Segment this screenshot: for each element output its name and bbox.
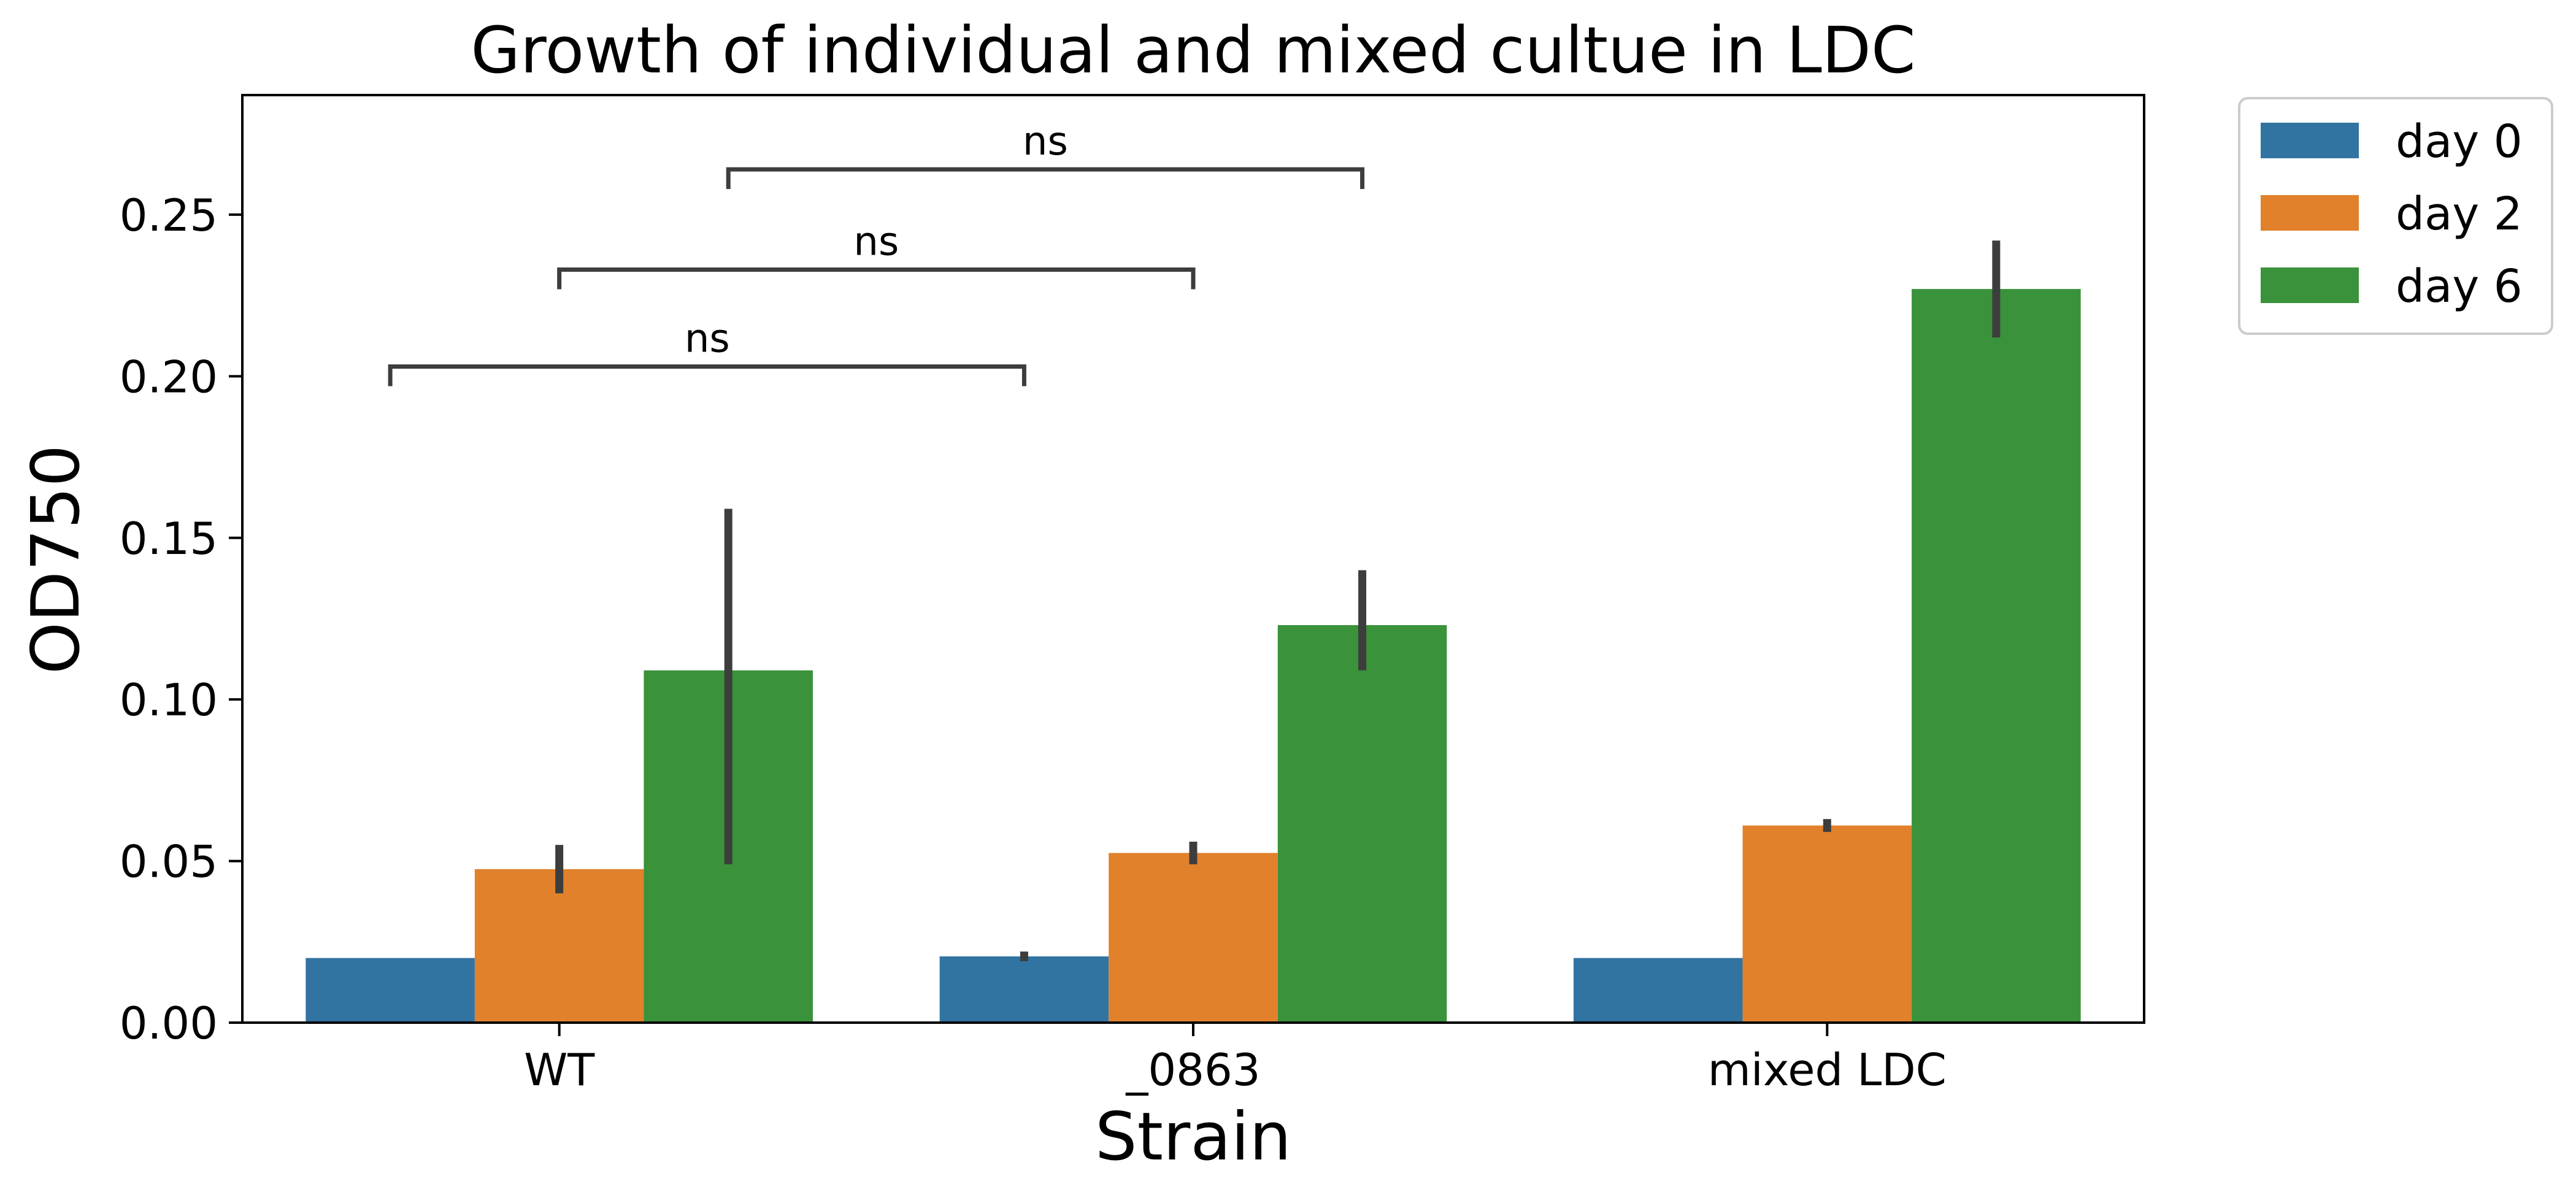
x-axis-title: Strain xyxy=(1095,1099,1291,1175)
bar-mixed-ldc-day-0 xyxy=(1574,958,1743,1023)
x-tick-label: WT xyxy=(524,1044,595,1096)
y-tick-label: 0.25 xyxy=(120,190,218,241)
y-tick-label: 0.00 xyxy=(120,997,218,1049)
legend: day 0 day 2 day 6 xyxy=(2238,97,2553,335)
legend-label: day 2 xyxy=(2396,188,2523,240)
legend-swatch xyxy=(2261,123,2359,158)
axes-layer: 0.00 0.05 0.10 0.15 0.20 0.25 WT _0863 mixed LDC xyxy=(120,94,2145,1096)
significance-bracket xyxy=(557,267,1196,290)
y-axis-title: OD750 xyxy=(18,445,94,674)
legend-swatch xyxy=(2261,267,2359,303)
bar-wt-day-2 xyxy=(474,869,644,1023)
significance-label: ns xyxy=(685,317,730,362)
significance-bracket xyxy=(388,364,1026,386)
significance-label: ns xyxy=(853,219,899,264)
y-tick-label: 0.15 xyxy=(120,513,218,564)
chart-title: Growth of individual and mixed cultue in… xyxy=(471,13,1915,88)
legend-label: day 6 xyxy=(2396,260,2523,313)
bar-_0863-day-6 xyxy=(1277,625,1447,1023)
error-bars-layer xyxy=(555,240,2001,961)
significance-annotations: ns ns ns xyxy=(388,119,1365,386)
x-tick-label: _0863 xyxy=(1125,1044,1260,1096)
significance-bracket xyxy=(726,167,1365,190)
bars-layer xyxy=(306,289,2081,1023)
legend-label: day 0 xyxy=(2396,115,2523,168)
bar-mixed-ldc-day-2 xyxy=(1742,825,1912,1023)
y-tick-label: 0.20 xyxy=(120,351,218,402)
y-tick-label: 0.10 xyxy=(120,674,218,726)
legend-swatch xyxy=(2261,195,2359,231)
bar-wt-day-0 xyxy=(306,958,475,1023)
bar-mixed-ldc-day-6 xyxy=(1912,289,2081,1023)
x-tick-label: mixed LDC xyxy=(1708,1044,1947,1096)
y-tick-label: 0.05 xyxy=(120,836,218,888)
bar-_0863-day-0 xyxy=(939,956,1109,1023)
significance-label: ns xyxy=(1023,119,1068,164)
bar-_0863-day-2 xyxy=(1109,853,1278,1023)
